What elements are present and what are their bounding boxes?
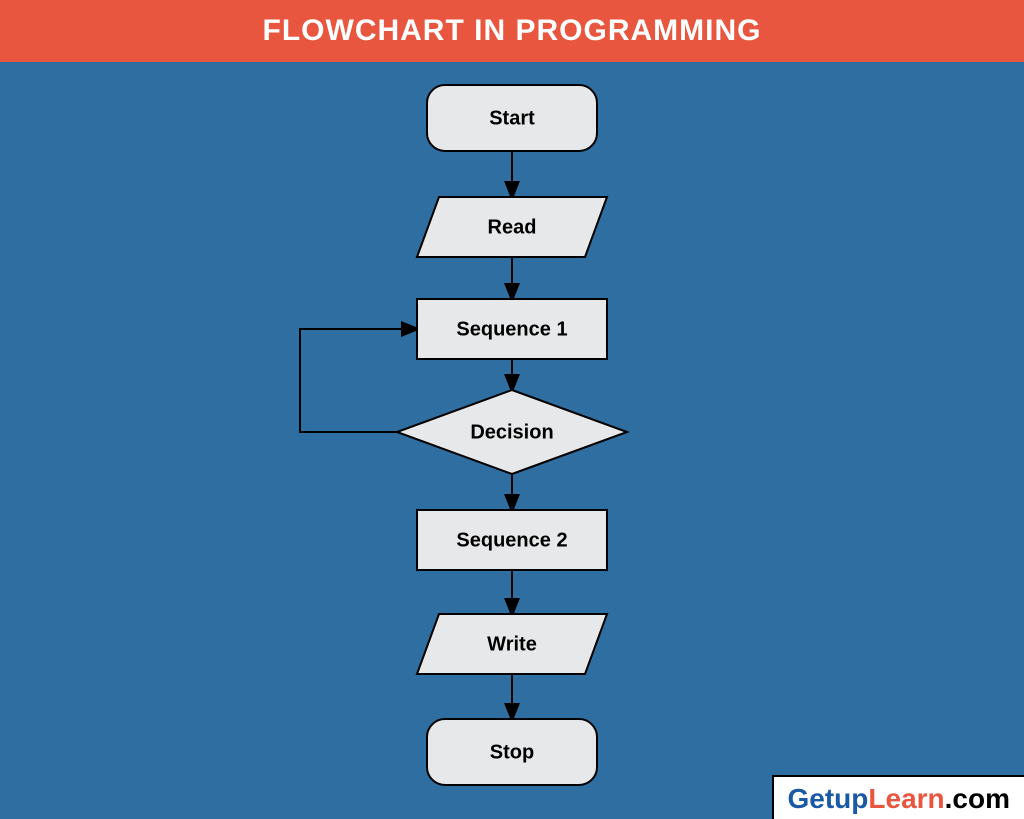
node-start: Start	[427, 85, 597, 151]
node-label-write: Write	[487, 633, 537, 655]
flowchart-canvas: Start Read Sequence 1 Decision Sequence 2 Wri…	[0, 62, 1024, 819]
page-header: FLOWCHART IN PROGRAMMING	[0, 0, 1024, 62]
watermark-part3: .com	[945, 783, 1010, 814]
node-read: Read	[417, 197, 607, 257]
node-label-read: Read	[488, 216, 537, 238]
node-label-dec: Decision	[470, 421, 553, 443]
node-write: Write	[417, 614, 607, 674]
edge-dec-to-seq1	[300, 329, 417, 432]
node-dec: Decision	[397, 390, 627, 474]
node-label-seq2: Sequence 2	[456, 529, 567, 551]
node-stop: Stop	[427, 719, 597, 785]
watermark-part2: Learn	[868, 783, 944, 814]
node-label-start: Start	[489, 107, 535, 129]
header-title: FLOWCHART IN PROGRAMMING	[263, 14, 762, 48]
node-label-seq1: Sequence 1	[456, 318, 567, 340]
node-seq1: Sequence 1	[417, 299, 607, 359]
watermark: GetupLearn.com	[772, 775, 1024, 819]
flowchart-svg: Start Read Sequence 1 Decision Sequence 2 Wri…	[0, 62, 1024, 819]
watermark-part1: Getup	[788, 783, 869, 814]
node-label-stop: Stop	[490, 741, 534, 763]
node-seq2: Sequence 2	[417, 510, 607, 570]
